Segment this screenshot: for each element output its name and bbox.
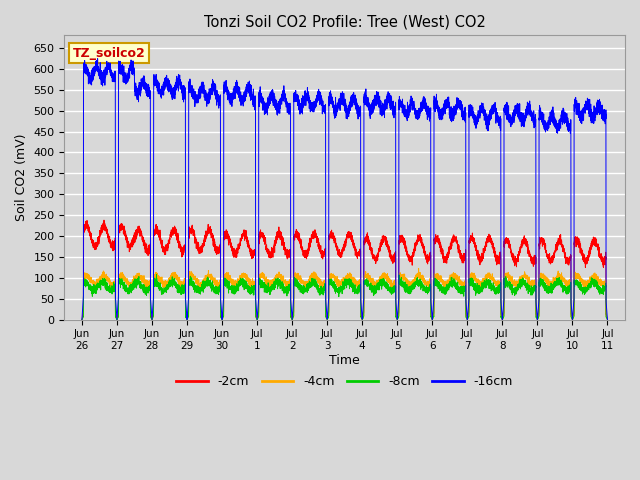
Text: TZ_soilco2: TZ_soilco2 bbox=[73, 47, 145, 60]
X-axis label: Time: Time bbox=[330, 354, 360, 367]
Y-axis label: Soil CO2 (mV): Soil CO2 (mV) bbox=[15, 134, 28, 221]
Legend: -2cm, -4cm, -8cm, -16cm: -2cm, -4cm, -8cm, -16cm bbox=[172, 370, 518, 393]
Title: Tonzi Soil CO2 Profile: Tree (West) CO2: Tonzi Soil CO2 Profile: Tree (West) CO2 bbox=[204, 15, 486, 30]
